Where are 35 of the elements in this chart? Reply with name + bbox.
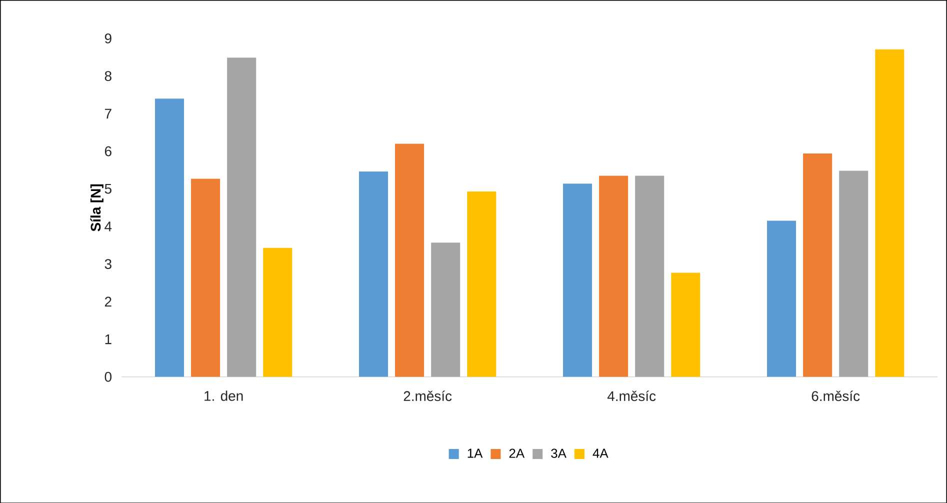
x-tick-label: 2.měsíc xyxy=(404,390,452,401)
bar xyxy=(191,178,220,377)
bar xyxy=(154,98,184,377)
bar xyxy=(767,220,796,377)
y-tick-label: 4 xyxy=(104,221,112,232)
bar xyxy=(803,153,832,377)
legend-label: 4A xyxy=(592,448,608,458)
bar xyxy=(599,175,628,377)
bar xyxy=(635,175,664,377)
bar xyxy=(395,144,424,377)
bar xyxy=(839,170,868,377)
y-tick-label: 8 xyxy=(104,70,112,81)
legend-label: 1A xyxy=(468,448,483,458)
y-tick-label: 1 xyxy=(105,334,112,344)
y-tick-label: 0 xyxy=(104,372,112,382)
y-tick-label: 3 xyxy=(104,258,112,269)
x-tick-label: 1. den xyxy=(204,390,243,401)
bar xyxy=(563,183,592,377)
y-tick-label: 5 xyxy=(104,184,112,194)
y-axis-title: Síla [N] xyxy=(90,184,104,232)
y-tick-label: 6 xyxy=(104,146,112,156)
bar xyxy=(875,49,904,377)
y-tick-label: 9 xyxy=(104,33,112,44)
bar xyxy=(467,191,496,377)
bar xyxy=(227,57,256,377)
bar xyxy=(358,171,388,377)
x-tick-label: 6.měsíc xyxy=(812,390,860,401)
bar xyxy=(671,272,700,377)
x-tick-label: 4.měsíc xyxy=(607,390,656,401)
y-tick-label: 7 xyxy=(104,108,112,118)
y-tick-label: 2 xyxy=(104,296,112,306)
bar xyxy=(431,242,460,377)
bar xyxy=(263,248,292,377)
legend-label: 3A xyxy=(551,448,566,458)
legend-label: 2A xyxy=(509,448,525,458)
